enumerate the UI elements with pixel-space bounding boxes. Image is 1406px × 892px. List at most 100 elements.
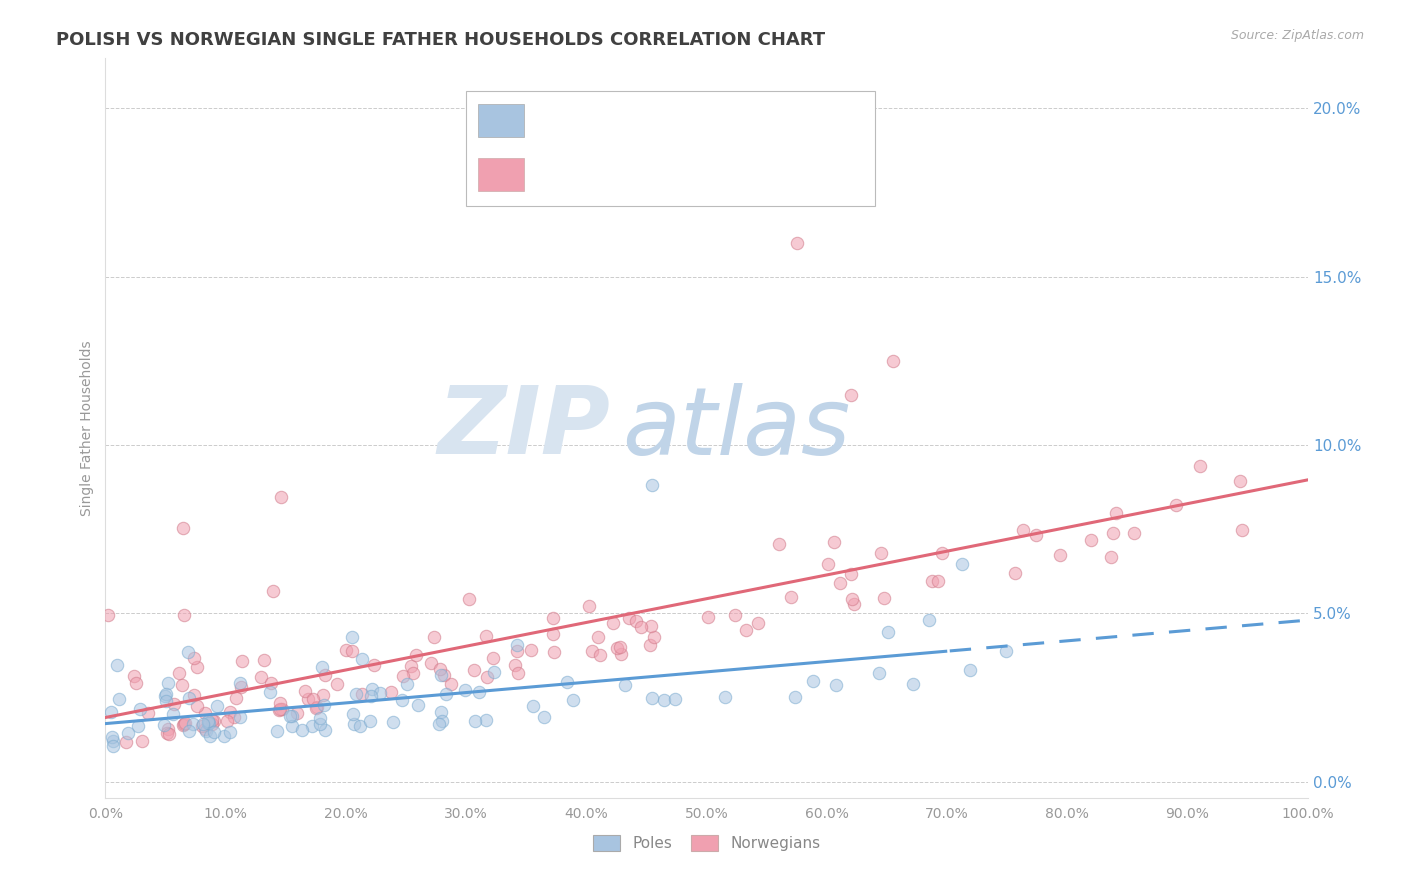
Point [157,727,180,741]
Point [191,717,214,731]
Point [1230,523,1253,537]
Text: N =  88: N = 88 [695,104,758,122]
Point [714,690,737,704]
Point [839,567,862,582]
Point [475,713,498,727]
Point [1122,525,1144,540]
Point [162,707,184,722]
Point [429,662,451,676]
Point [482,665,505,680]
Point [1011,523,1033,537]
Point [440,677,463,691]
Point [959,663,981,677]
Point [503,657,526,672]
Point [186,698,208,713]
Point [606,640,628,655]
Point [269,702,291,716]
Text: N = 124: N = 124 [695,161,763,179]
Point [105,657,128,672]
Point [768,537,790,551]
Point [747,615,769,630]
Text: Source: ZipAtlas.com: Source: ZipAtlas.com [1230,29,1364,42]
Point [652,693,675,707]
Point [285,706,308,720]
Point [191,719,214,733]
Point [173,717,195,731]
Point [297,692,319,706]
Point [198,729,221,743]
Point [309,711,332,725]
Point [506,644,529,658]
Point [176,645,198,659]
Point [482,651,505,665]
Point [193,706,215,720]
Point [167,666,190,681]
Point [399,659,422,673]
Point [197,714,219,729]
Point [664,692,686,706]
Point [783,690,806,704]
Point [520,643,543,657]
Point [823,535,845,549]
Point [589,648,612,662]
Point [177,690,200,705]
FancyBboxPatch shape [478,103,524,137]
Point [541,627,564,641]
Point [270,490,292,504]
Point [430,714,453,729]
Point [952,557,974,571]
Point [202,724,225,739]
Point [724,607,747,622]
Point [921,574,943,589]
Point [779,590,801,604]
Point [312,688,335,702]
Point [429,668,451,682]
Text: atlas: atlas [623,383,851,474]
Point [157,676,180,690]
Point [153,718,176,732]
Point [260,675,283,690]
Point [427,717,450,731]
Point [543,645,565,659]
Point [1049,549,1071,563]
Point [844,597,866,611]
Point [326,677,349,691]
Point [1104,506,1126,520]
Point [870,546,893,560]
Point [259,685,281,699]
Point [343,717,366,731]
Point [198,715,221,730]
Point [801,674,824,689]
Point [464,714,486,729]
Point [97,608,120,623]
Point [127,718,149,732]
Point [522,699,544,714]
Point [380,685,402,699]
Point [541,611,564,625]
Point [828,575,851,590]
Point [197,715,219,730]
Point [101,739,124,753]
Point [129,702,152,716]
Point [931,546,953,560]
Point [214,730,236,744]
Point [839,387,862,401]
Point [349,718,371,732]
Text: R =  0.402: R = 0.402 [538,161,627,179]
Point [312,698,335,712]
Point [181,717,204,731]
Point [392,669,415,683]
Point [406,698,429,713]
Point [734,623,756,637]
Point [602,616,624,631]
Point [344,687,367,701]
Point [250,670,273,684]
Point [1164,498,1187,512]
Point [305,699,328,714]
Point [363,657,385,672]
Point [610,647,633,661]
Point [305,701,328,715]
Point [463,664,485,678]
Point [177,723,200,738]
Point [229,710,252,724]
